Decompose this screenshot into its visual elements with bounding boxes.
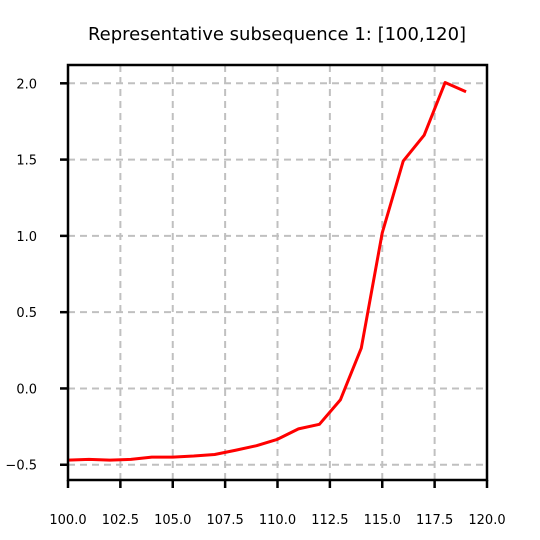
y-tick-label: −0.5 [5,459,37,474]
grid [67,65,488,480]
x-tick-label: 115.0 [364,513,401,528]
y-tick-label: 2.0 [16,77,37,92]
y-tick-label: 0.5 [16,306,37,321]
y-tick-label: 1.0 [16,230,37,245]
x-tick-label: 107.5 [207,513,244,528]
x-tick-label: 105.0 [154,513,191,528]
x-tick-label: 100.0 [49,513,86,528]
series-line [67,81,467,462]
series-layer [67,81,467,462]
chart-title: Representative subsequence 1: [100,120] [88,24,466,45]
x-tick-label: 102.5 [102,513,139,528]
x-tick-label: 120.0 [468,513,505,528]
x-tick-label: 112.5 [311,513,348,528]
x-tick-label: 117.5 [416,513,453,528]
y-tick-label: 1.5 [16,154,37,169]
y-tick-label: 0.0 [16,382,37,397]
x-tick-label: 110.0 [259,513,296,528]
axes: 100.0 102.5 105.0 107.5 110.0 112.5 115.0 117.5… [5,63,506,528]
